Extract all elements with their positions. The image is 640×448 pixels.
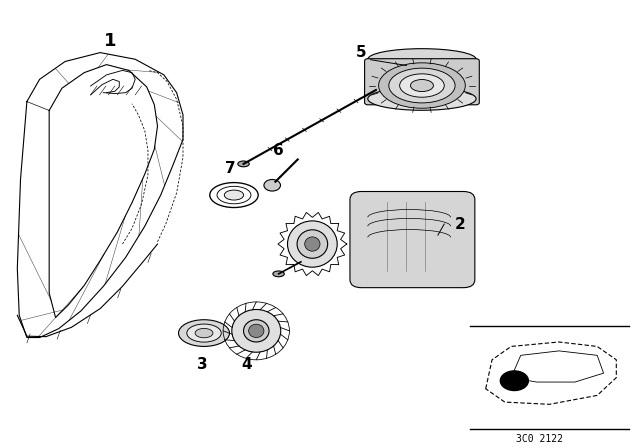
Ellipse shape [287,221,337,267]
FancyBboxPatch shape [350,191,475,288]
Text: 4: 4 [241,357,252,372]
Text: 3: 3 [197,357,207,372]
Ellipse shape [248,324,264,337]
Ellipse shape [305,237,320,251]
FancyBboxPatch shape [365,59,479,105]
Text: 6: 6 [273,143,284,158]
Ellipse shape [379,63,465,108]
Text: 7: 7 [225,161,236,176]
Ellipse shape [238,161,249,167]
Circle shape [264,180,280,191]
Ellipse shape [368,49,476,70]
Ellipse shape [244,320,269,342]
Ellipse shape [187,324,221,342]
Ellipse shape [410,80,433,91]
Ellipse shape [368,87,476,110]
Ellipse shape [399,74,444,97]
Text: 3C0 2122: 3C0 2122 [516,434,563,444]
Ellipse shape [389,68,455,103]
Ellipse shape [195,328,213,338]
Ellipse shape [297,230,328,258]
Text: 1: 1 [104,32,116,51]
Ellipse shape [179,320,230,346]
Circle shape [500,371,529,391]
Ellipse shape [232,310,281,352]
Text: 2: 2 [455,216,465,232]
Ellipse shape [224,190,244,200]
Text: 5: 5 [356,45,367,60]
Ellipse shape [273,271,284,277]
